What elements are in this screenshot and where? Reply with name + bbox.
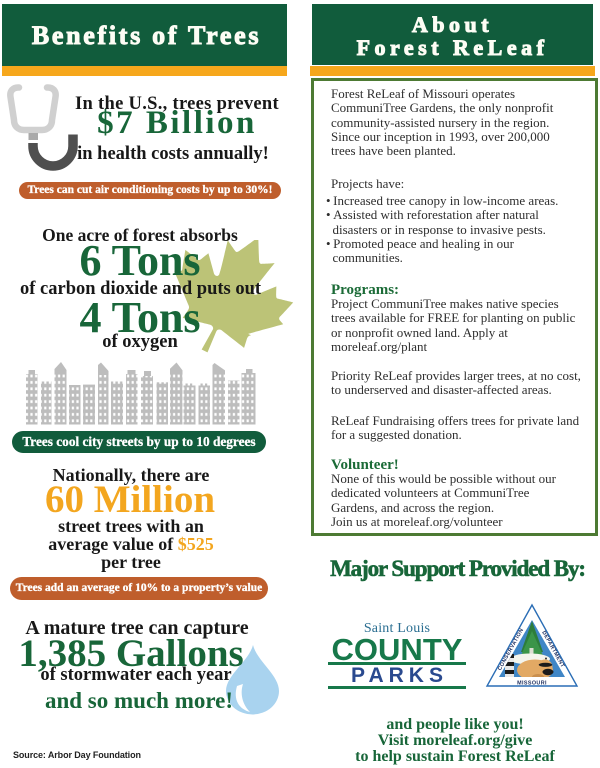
svg-text:MISSOURI: MISSOURI <box>517 681 547 687</box>
